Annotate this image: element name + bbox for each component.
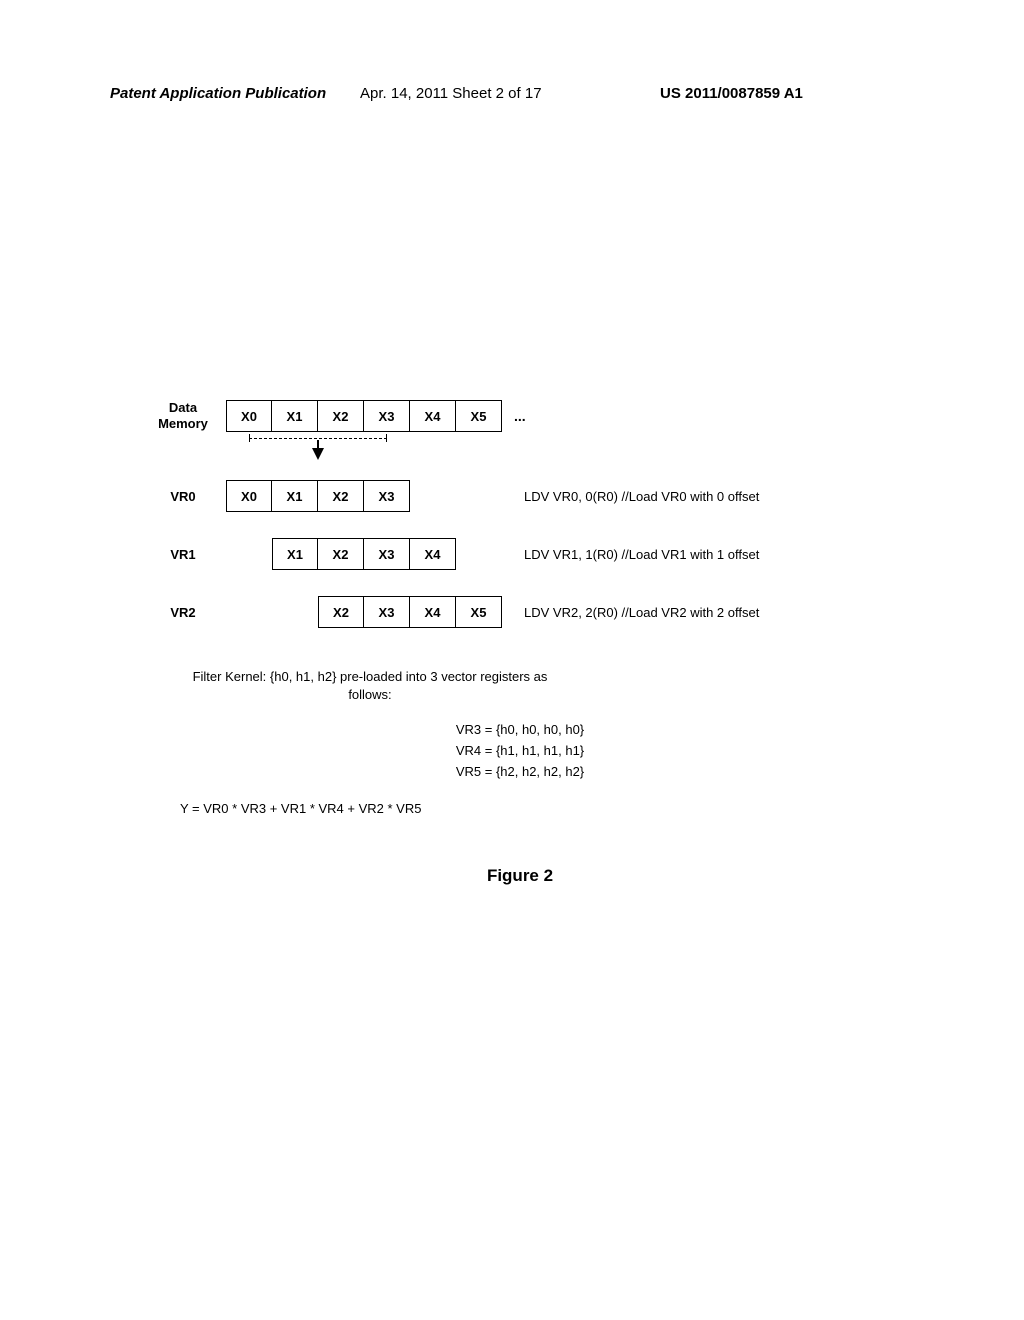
vr-assignment: VR3 = {h0, h0, h0, h0}	[140, 720, 900, 741]
filter-kernel-lead: Filter Kernel: {h0, h1, h2} pre-loaded i…	[190, 668, 550, 704]
register-cell: X0	[226, 480, 272, 512]
register-row-vr2: VR2 X2 X3 X4 X5 LDV VR2, 2(R0) //Load VR…	[140, 596, 900, 628]
register-cell: X2	[318, 480, 364, 512]
memory-ellipsis: ...	[514, 408, 526, 424]
load-comment: LDV VR2, 2(R0) //Load VR2 with 2 offset	[524, 605, 759, 620]
register-cells: X1 X2 X3 X4	[226, 538, 502, 570]
register-cell: X2	[318, 538, 364, 570]
register-cell: X3	[364, 538, 410, 570]
load-comment: LDV VR1, 1(R0) //Load VR1 with 1 offset	[524, 547, 759, 562]
memory-cell: X1	[272, 400, 318, 432]
memory-cell: X5	[456, 400, 502, 432]
register-label: VR2	[140, 605, 226, 620]
register-cell: X4	[410, 596, 456, 628]
register-label: VR0	[140, 489, 226, 504]
register-cell: X5	[456, 596, 502, 628]
register-cell: X1	[272, 538, 318, 570]
figure-content: DataMemory X0 X1 X2 X3 X4 X5 ...	[140, 400, 900, 886]
register-cell: X2	[318, 596, 364, 628]
filter-kernel-equation: Y = VR0 * VR3 + VR1 * VR4 + VR2 * VR5	[180, 801, 580, 816]
register-row-vr0: VR0 X0 X1 X2 X3 LDV VR0, 0(R0) //Load VR…	[140, 480, 900, 512]
filter-kernel-block: Filter Kernel: {h0, h1, h2} pre-loaded i…	[140, 668, 900, 816]
memory-cell: X4	[410, 400, 456, 432]
register-cells: X2 X3 X4 X5	[226, 596, 502, 628]
register-cell: X3	[364, 596, 410, 628]
data-memory-cells: X0 X1 X2 X3 X4 X5	[226, 400, 502, 432]
header-patent-number: US 2011/0087859 A1	[660, 85, 803, 102]
vr-assignment: VR5 = {h2, h2, h2, h2}	[140, 762, 900, 783]
register-cell: X1	[272, 480, 318, 512]
register-cell: X3	[364, 480, 410, 512]
register-label: VR1	[140, 547, 226, 562]
header-publication: Patent Application Publication	[110, 85, 326, 102]
register-cells: X0 X1 X2 X3	[226, 480, 502, 512]
register-cell: X4	[410, 538, 456, 570]
data-memory-label: DataMemory	[140, 400, 226, 431]
memory-cell: X2	[318, 400, 364, 432]
load-comment: LDV VR0, 0(R0) //Load VR0 with 0 offset	[524, 489, 759, 504]
register-row-vr1: VR1 X1 X2 X3 X4 LDV VR1, 1(R0) //Load VR…	[140, 538, 900, 570]
memory-cell: X3	[364, 400, 410, 432]
figure-caption: Figure 2	[140, 866, 900, 886]
filter-kernel-assignments: VR3 = {h0, h0, h0, h0} VR4 = {h1, h1, h1…	[140, 720, 900, 782]
header-date-sheet: Apr. 14, 2011 Sheet 2 of 17	[360, 85, 542, 102]
vr-assignment: VR4 = {h1, h1, h1, h1}	[140, 741, 900, 762]
memory-cell: X0	[226, 400, 272, 432]
page: Patent Application Publication Apr. 14, …	[0, 0, 1024, 1320]
load-arrow	[226, 438, 410, 460]
data-memory-row: DataMemory X0 X1 X2 X3 X4 X5 ...	[140, 400, 900, 432]
